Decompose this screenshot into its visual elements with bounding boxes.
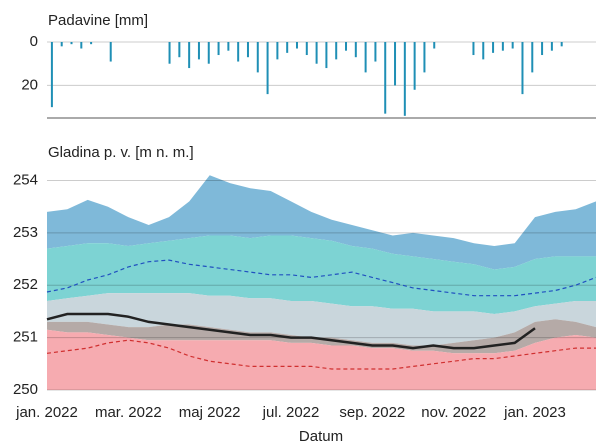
bar xyxy=(266,42,269,95)
bar xyxy=(560,42,563,47)
bar xyxy=(305,42,308,56)
bar xyxy=(276,42,279,60)
precip-title: Padavine [mm] xyxy=(48,12,148,29)
bar xyxy=(178,42,181,58)
bar xyxy=(472,42,475,56)
y-tick-label: 0 xyxy=(30,33,38,50)
bar xyxy=(364,42,367,73)
bar xyxy=(295,42,298,49)
bar xyxy=(325,42,328,69)
bar xyxy=(384,42,387,114)
bar xyxy=(403,42,406,116)
bar xyxy=(413,42,416,90)
bar xyxy=(227,42,230,51)
level-title: Gladina p. v. [m n. m.] xyxy=(48,144,194,161)
x-tick-label: sep. 2022 xyxy=(339,404,405,421)
y-tick-label: 254 xyxy=(13,171,38,188)
x-tick-label: nov. 2022 xyxy=(421,404,486,421)
bar xyxy=(433,42,436,49)
series-line xyxy=(46,259,596,297)
band-area xyxy=(47,329,596,390)
bar xyxy=(345,42,348,51)
bar xyxy=(501,42,504,51)
bar xyxy=(188,42,191,69)
bar xyxy=(168,42,171,64)
bar xyxy=(207,42,210,64)
band-area xyxy=(47,235,596,314)
bar xyxy=(109,42,112,62)
bar xyxy=(50,42,53,108)
y-tick-label: 251 xyxy=(13,329,38,346)
bar xyxy=(256,42,259,73)
bar xyxy=(423,42,426,73)
bar xyxy=(374,42,377,62)
bar xyxy=(482,42,485,60)
band-area xyxy=(47,319,596,354)
x-tick-label: jul. 2022 xyxy=(262,404,320,421)
bar xyxy=(70,42,73,45)
x-tick-label: jan. 2022 xyxy=(15,404,78,421)
bar xyxy=(90,42,93,45)
bar xyxy=(511,42,514,49)
bar xyxy=(541,42,544,56)
bar xyxy=(315,42,318,64)
bar xyxy=(217,42,220,56)
bar xyxy=(531,42,534,73)
bar xyxy=(550,42,553,51)
band-area xyxy=(47,175,596,270)
bar xyxy=(394,42,397,86)
x-tick-label: mar. 2022 xyxy=(95,404,162,421)
bar xyxy=(80,42,83,49)
band-area xyxy=(47,293,596,346)
bar xyxy=(197,42,200,60)
y-tick-label: 253 xyxy=(13,224,38,241)
y-tick-label: 252 xyxy=(13,276,38,293)
bar xyxy=(354,42,357,58)
bar xyxy=(60,42,63,47)
series-line xyxy=(46,339,596,370)
series-line xyxy=(46,312,536,350)
x-tick-label: maj 2022 xyxy=(179,404,241,421)
bar xyxy=(335,42,338,60)
bar xyxy=(246,42,249,58)
x-axis-title: Datum xyxy=(299,428,343,445)
bar xyxy=(286,42,289,53)
x-tick-label: jan. 2023 xyxy=(503,404,566,421)
bar xyxy=(237,42,240,62)
y-tick-label: 250 xyxy=(13,381,38,398)
y-tick-label: 20 xyxy=(21,76,38,93)
bar xyxy=(492,42,495,53)
bar xyxy=(521,42,524,95)
